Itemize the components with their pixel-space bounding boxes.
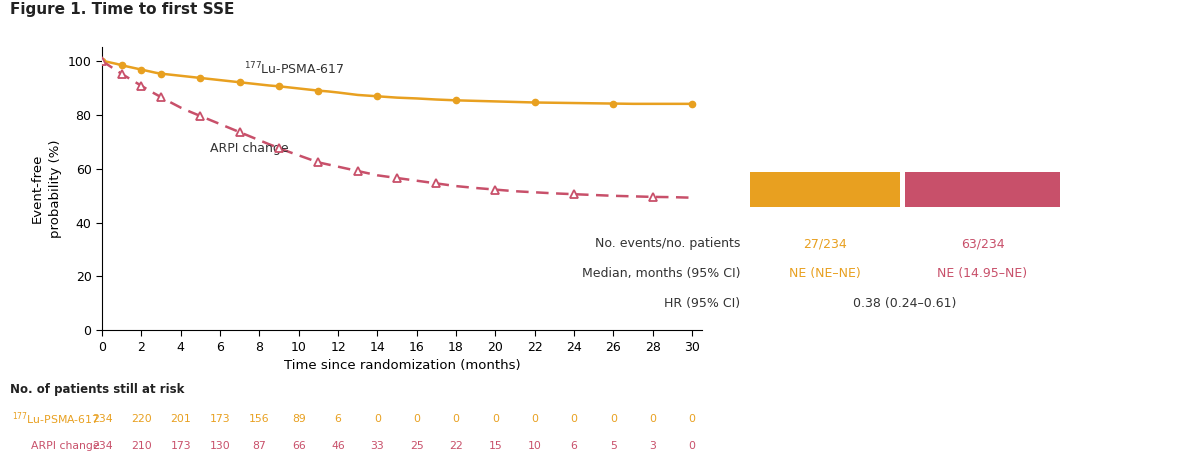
Text: 0: 0 xyxy=(649,413,656,424)
Text: No. of patients still at risk: No. of patients still at risk xyxy=(10,383,184,396)
Text: 46: 46 xyxy=(331,441,344,451)
Text: 0: 0 xyxy=(532,413,539,424)
Text: 63/234: 63/234 xyxy=(961,237,1004,251)
Text: ARPI change: ARPI change xyxy=(31,441,100,451)
Text: 66: 66 xyxy=(292,441,306,451)
Text: 87: 87 xyxy=(252,441,266,451)
Text: 0: 0 xyxy=(689,441,696,451)
Text: 156: 156 xyxy=(250,413,270,424)
Text: HR (95% CI): HR (95% CI) xyxy=(664,297,740,311)
Text: 0: 0 xyxy=(452,413,460,424)
Text: Figure 1. Time to first SSE: Figure 1. Time to first SSE xyxy=(10,2,234,17)
Text: 33: 33 xyxy=(371,441,384,451)
Text: $^{177}$Lu-PSMA-617: $^{177}$Lu-PSMA-617 xyxy=(244,60,344,77)
Text: 15: 15 xyxy=(488,441,503,451)
Text: 173: 173 xyxy=(170,441,191,451)
Y-axis label: Event-free
probability (%): Event-free probability (%) xyxy=(31,140,62,238)
Text: 6: 6 xyxy=(571,441,577,451)
Text: 0: 0 xyxy=(492,413,499,424)
Text: 27/234: 27/234 xyxy=(803,237,847,251)
Text: 10: 10 xyxy=(528,441,541,451)
Text: 0: 0 xyxy=(571,413,577,424)
Text: 0.38 (0.24–0.61): 0.38 (0.24–0.61) xyxy=(853,297,956,311)
Text: 0: 0 xyxy=(610,413,617,424)
Text: 0: 0 xyxy=(374,413,380,424)
Text: 22: 22 xyxy=(449,441,463,451)
X-axis label: Time since randomization (months): Time since randomization (months) xyxy=(283,359,521,372)
Text: 25: 25 xyxy=(410,441,424,451)
Text: 5: 5 xyxy=(610,441,617,451)
Text: 234: 234 xyxy=(91,413,113,424)
Text: 201: 201 xyxy=(170,413,191,424)
Text: 0: 0 xyxy=(689,413,696,424)
Text: 0: 0 xyxy=(413,413,420,424)
Text: 234: 234 xyxy=(91,441,113,451)
Text: Median, months (95% CI): Median, months (95% CI) xyxy=(582,268,740,280)
Text: ARPI change: ARPI change xyxy=(938,183,1027,196)
Text: 3: 3 xyxy=(649,441,656,451)
Text: 130: 130 xyxy=(210,441,230,451)
Text: 220: 220 xyxy=(131,413,151,424)
Text: No. events/no. patients: No. events/no. patients xyxy=(595,237,740,251)
Text: NE (NE–NE): NE (NE–NE) xyxy=(790,268,860,280)
Text: 6: 6 xyxy=(335,413,342,424)
Text: ARPI change: ARPI change xyxy=(210,142,289,155)
Text: 173: 173 xyxy=(210,413,230,424)
Text: NE (14.95–NE): NE (14.95–NE) xyxy=(937,268,1027,280)
Text: 210: 210 xyxy=(131,441,151,451)
Text: $^{177}$Lu-PSMA-617: $^{177}$Lu-PSMA-617 xyxy=(12,410,100,427)
Text: $^{177}$Lu-PSMA-617: $^{177}$Lu-PSMA-617 xyxy=(769,181,881,198)
Text: 89: 89 xyxy=(292,413,306,424)
